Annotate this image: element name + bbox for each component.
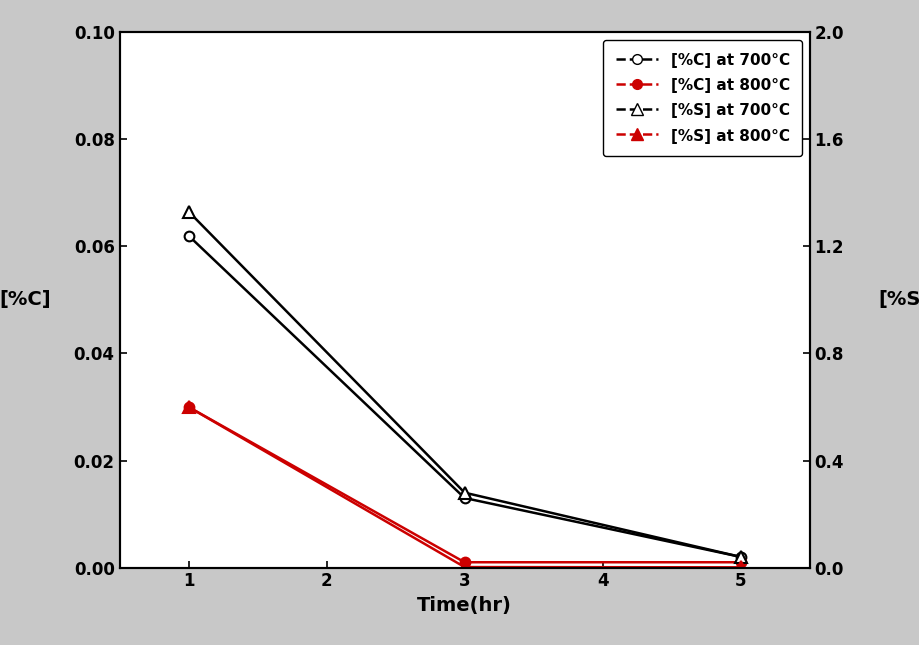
[%S] at 700°C (459, 489, 470, 497)
[%S] at 700°C (734, 553, 745, 561)
[%S] at 800°C (183, 403, 194, 411)
Legend: [%C] at 700°C, [%C] at 800°C, [%S] at 700°C, [%S] at 800°C: [%C] at 700°C, [%C] at 800°C, [%S] at 70… (603, 40, 801, 156)
Line: [%S] at 700°C: [%S] at 700°C (182, 205, 746, 563)
[%C] at 700°C (734, 553, 745, 561)
[%C] at 800°C (183, 403, 194, 411)
Line: [%C] at 800°C: [%C] at 800°C (184, 402, 744, 567)
[%S] at 700°C (183, 208, 194, 215)
Text: [%S]: [%S] (878, 290, 919, 310)
[%C] at 700°C (183, 232, 194, 239)
[%C] at 800°C (734, 559, 745, 566)
Line: [%S] at 800°C: [%S] at 800°C (182, 401, 746, 573)
[%C] at 800°C (459, 559, 470, 566)
Text: [%C]: [%C] (0, 290, 51, 310)
X-axis label: Time(hr): Time(hr) (416, 596, 512, 615)
[%C] at 700°C (459, 494, 470, 502)
[%S] at 800°C (734, 564, 745, 571)
[%S] at 800°C (459, 563, 470, 571)
Line: [%C] at 700°C: [%C] at 700°C (184, 231, 744, 562)
